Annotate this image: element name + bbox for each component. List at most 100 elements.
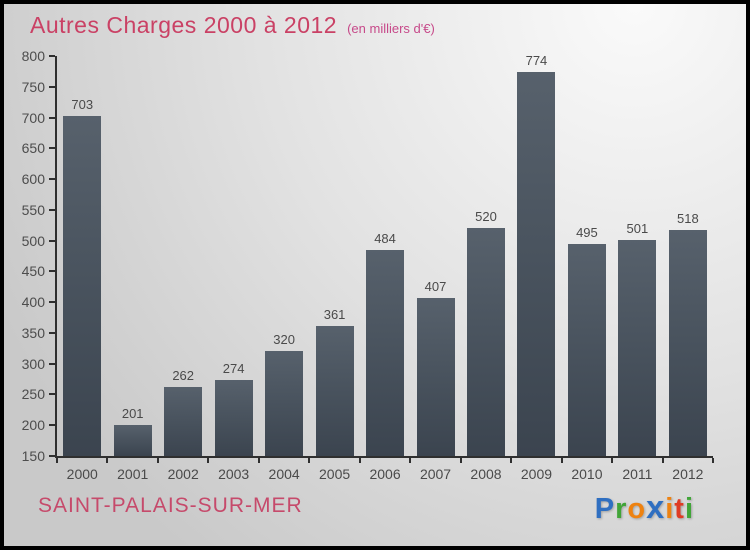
bar-slot: 495 2010 bbox=[562, 56, 612, 482]
x-tick-label: 2008 bbox=[470, 466, 502, 482]
bar-value-label: 274 bbox=[222, 360, 245, 376]
x-tick-label: 2003 bbox=[218, 466, 250, 482]
logo-letter: o bbox=[627, 493, 647, 525]
y-tick-mark bbox=[49, 208, 55, 211]
x-tick-mark bbox=[560, 458, 563, 463]
bar-slot: 274 2003 bbox=[208, 56, 258, 482]
bar-value-label: 495 bbox=[576, 224, 598, 240]
y-tick-label: 550 bbox=[21, 201, 45, 218]
y-tick-label: 250 bbox=[21, 386, 45, 403]
y-axis-line bbox=[55, 56, 57, 456]
y-tick-mark bbox=[49, 393, 55, 396]
chart-subtitle: (en milliers d'€) bbox=[347, 21, 435, 36]
bar-slot: 774 2009 bbox=[511, 53, 561, 482]
bar-value-label: 407 bbox=[424, 278, 447, 294]
y-tick-label: 350 bbox=[21, 324, 45, 341]
y-tick-mark bbox=[49, 239, 55, 242]
x-tick-mark bbox=[712, 458, 714, 463]
y-tick-mark bbox=[49, 178, 55, 181]
bar-value-label: 262 bbox=[172, 368, 195, 384]
x-tick-mark bbox=[611, 458, 614, 463]
x-tick-label: 2001 bbox=[117, 466, 149, 482]
y-tick-label: 200 bbox=[21, 417, 45, 434]
x-tick-label: 2010 bbox=[571, 466, 603, 482]
y-tick-mark bbox=[49, 424, 55, 427]
bar-slot: 262 2002 bbox=[158, 56, 208, 482]
y-tick-mark bbox=[49, 55, 55, 57]
bar-value-label: 201 bbox=[121, 405, 144, 421]
bar bbox=[315, 326, 354, 456]
bar-slot: 703 2000 bbox=[57, 56, 107, 482]
x-tick-mark bbox=[459, 458, 462, 463]
bar-series: 703 2000 201 2001 262 2002 274 2003 320 2004 361 20… bbox=[57, 53, 713, 482]
logo-letter: x bbox=[646, 489, 666, 525]
y-tick-mark bbox=[49, 85, 55, 88]
logo-letter: t bbox=[674, 493, 685, 525]
bar-slot: 407 2007 bbox=[410, 56, 460, 482]
y-tick-label: 650 bbox=[21, 140, 45, 157]
bar bbox=[63, 115, 102, 456]
x-tick-label: 2005 bbox=[319, 466, 351, 482]
proxiti-logo: Proxiti bbox=[595, 489, 694, 526]
bar-value-label: 703 bbox=[71, 96, 94, 112]
y-tick-label: 800 bbox=[21, 48, 45, 64]
x-tick-label: 2002 bbox=[167, 466, 199, 482]
logo-letter: r bbox=[615, 493, 628, 525]
bar-slot: 320 2004 bbox=[259, 56, 309, 482]
bar-value-label: 320 bbox=[273, 332, 295, 348]
bar bbox=[668, 229, 707, 456]
bar-slot: 201 2001 bbox=[107, 56, 157, 482]
logo-letter: P bbox=[594, 493, 616, 525]
x-tick-mark bbox=[409, 458, 412, 463]
bar bbox=[214, 379, 253, 456]
bar bbox=[618, 240, 657, 456]
plot-area: 800 750 700 650 600 550 500 450 400 350 300 250 200 1… bbox=[22, 48, 714, 482]
y-tick-label: 700 bbox=[21, 109, 45, 126]
x-tick-label: 2007 bbox=[419, 466, 452, 482]
y-tick-label: 400 bbox=[21, 294, 45, 311]
y-tick-label: 300 bbox=[21, 355, 45, 372]
location-label: SAINT-PALAIS-SUR-MER bbox=[38, 494, 303, 517]
y-tick-mark bbox=[49, 362, 55, 365]
y-tick-mark bbox=[49, 331, 55, 334]
bar-value-label: 484 bbox=[374, 231, 396, 247]
bar-value-label: 501 bbox=[626, 221, 649, 236]
bar bbox=[466, 228, 505, 456]
y-tick-label: 500 bbox=[21, 232, 45, 249]
y-tick-label: 150 bbox=[21, 448, 45, 464]
y-tick-mark bbox=[49, 455, 55, 457]
y-tick-mark bbox=[49, 301, 55, 304]
x-axis-line bbox=[55, 456, 713, 458]
bar-value-label: 518 bbox=[677, 210, 699, 226]
bar bbox=[113, 424, 152, 456]
bar-value-label: 520 bbox=[475, 209, 497, 225]
logo-letter: i bbox=[665, 493, 675, 525]
bar-slot: 484 2006 bbox=[360, 56, 410, 482]
bar-slot: 518 2012 bbox=[663, 56, 713, 482]
x-tick-mark bbox=[156, 458, 159, 463]
x-tick-label: 2000 bbox=[66, 466, 98, 482]
x-tick-mark bbox=[56, 458, 58, 463]
y-tick-mark bbox=[49, 147, 55, 150]
y-tick-label: 450 bbox=[21, 263, 45, 280]
x-tick-mark bbox=[257, 458, 260, 463]
x-tick-mark bbox=[510, 458, 513, 463]
x-tick-label: 2009 bbox=[520, 466, 553, 482]
chart-header: Autres Charges 2000 à 2012 (en milliers d… bbox=[30, 12, 435, 39]
x-tick-label: 2006 bbox=[369, 466, 401, 482]
bar bbox=[164, 387, 203, 456]
chart-title: Autres Charges 2000 à 2012 bbox=[30, 12, 338, 38]
y-tick-label: 750 bbox=[21, 78, 45, 95]
y-tick-mark bbox=[49, 116, 55, 119]
bar-slot: 501 2011 bbox=[612, 56, 662, 482]
x-tick-label: 2004 bbox=[268, 466, 300, 482]
x-tick-label: 2012 bbox=[672, 466, 704, 482]
logo-letter: i bbox=[684, 493, 694, 525]
bar bbox=[265, 351, 304, 456]
x-tick-mark bbox=[358, 458, 361, 463]
x-tick-mark bbox=[207, 458, 210, 463]
bar bbox=[416, 297, 455, 456]
bar-value-label: 361 bbox=[323, 307, 346, 323]
y-tick-label: 600 bbox=[21, 171, 45, 188]
